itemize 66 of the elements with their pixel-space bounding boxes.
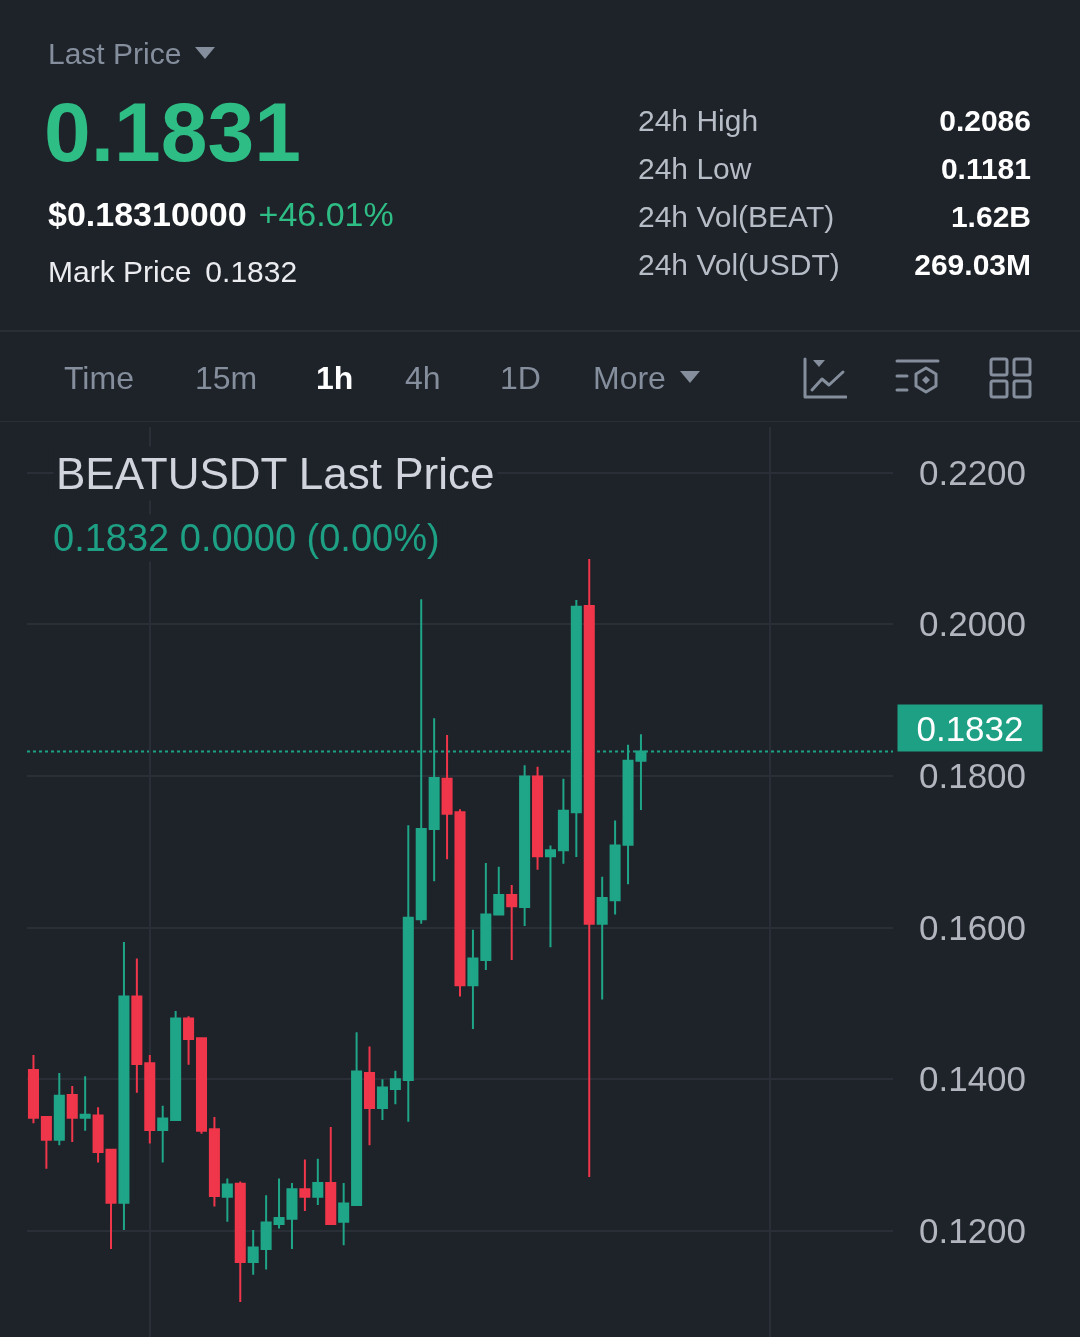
text: 0.1831 xyxy=(44,85,301,179)
candlestick xyxy=(544,844,556,949)
text: 1h xyxy=(316,360,354,396)
candlestick xyxy=(40,1116,52,1170)
text: 4h xyxy=(405,360,441,396)
text: 1.62B xyxy=(950,200,1031,233)
candlestick xyxy=(467,928,479,1031)
ref-line-label: 0.1832 xyxy=(916,708,1024,748)
candlestick xyxy=(234,1180,246,1304)
text: 269.03M xyxy=(914,248,1031,281)
candlestick xyxy=(312,1157,324,1207)
candlestick xyxy=(260,1194,272,1271)
y-tick-label: 0.1400 xyxy=(919,1059,1027,1099)
text: 0.2086 xyxy=(939,104,1031,137)
candlestick xyxy=(583,557,595,1178)
text: Mark Price xyxy=(48,255,192,288)
candlestick xyxy=(170,1009,182,1122)
candlestick xyxy=(325,1125,337,1226)
y-tick-label: 0.2200 xyxy=(919,452,1027,492)
candlestick xyxy=(118,940,130,1232)
candlestick xyxy=(376,1078,388,1122)
candlestick xyxy=(299,1158,311,1213)
text: +46.01% xyxy=(258,195,394,233)
candlestick xyxy=(66,1084,78,1144)
candlestick xyxy=(557,777,569,865)
candlestick xyxy=(480,862,492,971)
y-tick-label: 0.1600 xyxy=(919,907,1027,947)
candlestick xyxy=(351,1031,363,1207)
text: 0.1832 xyxy=(205,255,298,288)
text: 1D xyxy=(500,360,541,396)
candlestick xyxy=(402,824,414,1123)
candlestick xyxy=(389,1069,401,1106)
candlestick xyxy=(53,1072,65,1147)
candlestick xyxy=(596,875,608,1001)
text: More xyxy=(593,360,666,396)
text: 24h High xyxy=(638,104,759,137)
text: 24h Vol(USDT) xyxy=(638,248,840,281)
y-tick-label: 0.2000 xyxy=(919,604,1027,644)
candlestick xyxy=(144,1053,156,1145)
candlestick xyxy=(27,1053,39,1125)
y-tick-label: 0.1200 xyxy=(919,1211,1027,1251)
candlestick xyxy=(195,1036,208,1135)
candlestick xyxy=(364,1045,376,1147)
text: Time xyxy=(64,360,134,396)
text: 0.1832 0.0000 (0.00%) xyxy=(53,517,440,559)
candlestick xyxy=(157,1104,169,1164)
text: Last Price xyxy=(48,37,182,70)
candlestick xyxy=(131,957,143,1094)
candlestick xyxy=(221,1177,233,1223)
candlestick xyxy=(532,765,544,871)
candlestick xyxy=(338,1182,350,1247)
candlestick xyxy=(247,1229,259,1276)
candlestick xyxy=(519,764,531,927)
candlestick xyxy=(506,884,518,962)
text: $0.18310000 xyxy=(48,195,247,233)
text: 24h Low xyxy=(638,152,752,185)
text: 15m xyxy=(195,360,258,396)
candlestick xyxy=(609,819,621,916)
text: 0.1181 xyxy=(940,152,1031,185)
text: BEATUSDT Last Price xyxy=(56,449,495,498)
candlestick xyxy=(208,1116,220,1208)
candlestick xyxy=(493,865,505,917)
candlestick xyxy=(183,1015,195,1066)
y-tick-label: 0.1800 xyxy=(919,756,1027,796)
candlestick xyxy=(79,1075,91,1132)
text: 24h Vol(BEAT) xyxy=(638,200,835,233)
